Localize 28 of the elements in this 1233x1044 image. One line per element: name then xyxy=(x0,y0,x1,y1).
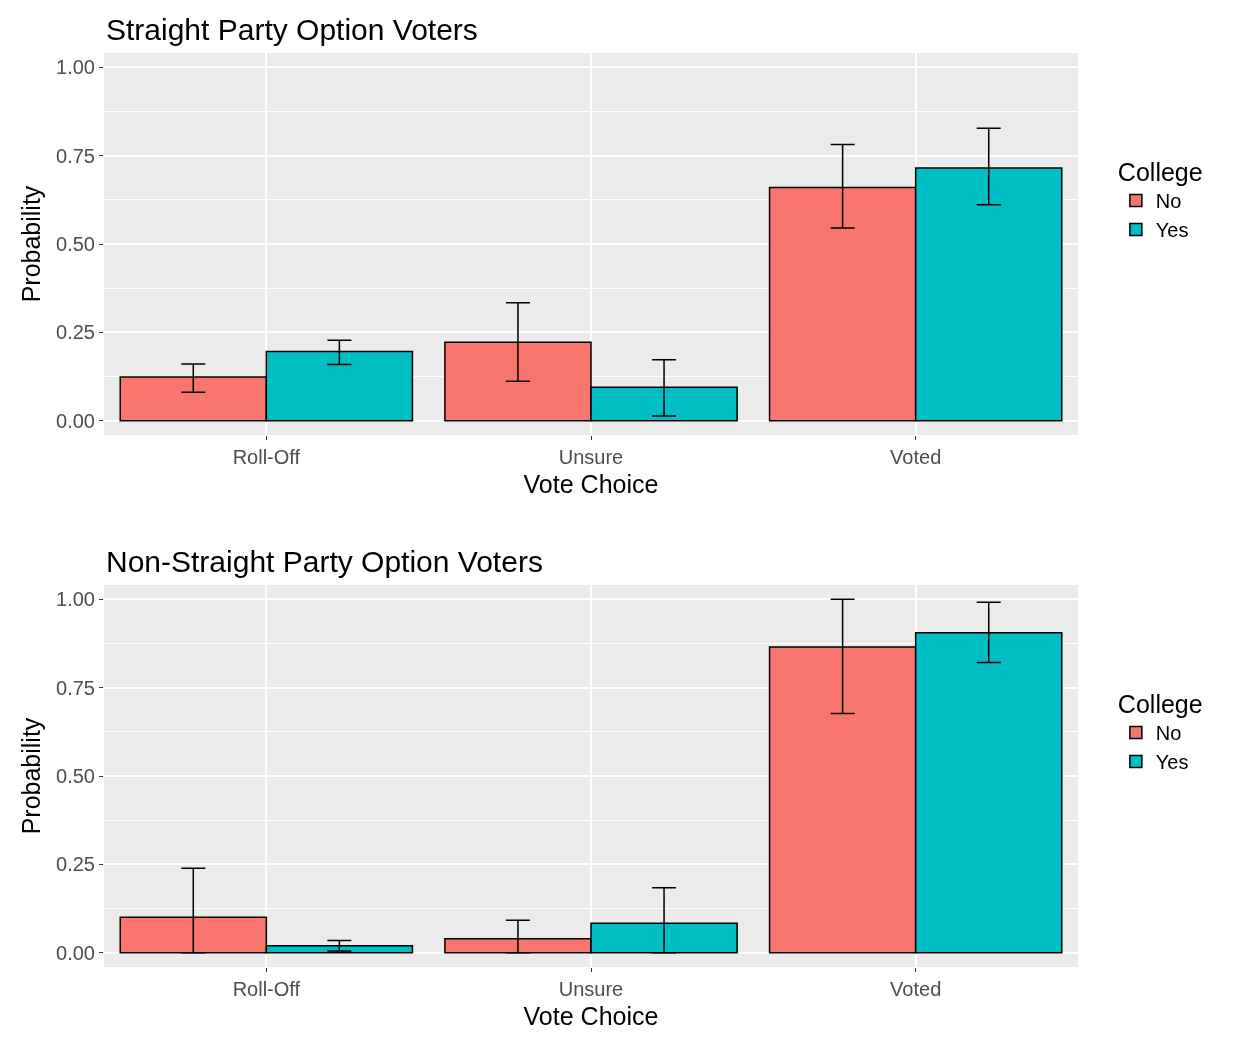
y-tick-label: 1.00 xyxy=(56,56,95,79)
y-tick-label: 0.25 xyxy=(56,321,95,344)
x-tick-label: Voted xyxy=(890,978,942,1000)
x-axis-title: Vote Choice xyxy=(523,470,659,498)
legend-label: Yes xyxy=(1155,219,1189,242)
legend-label: No xyxy=(1155,190,1182,213)
y-tick-label: 1.00 xyxy=(56,588,95,611)
x-axis-title: Vote Choice xyxy=(523,1002,659,1030)
legend-label: No xyxy=(1155,722,1182,745)
chart-title: Non-Straight Party Option Voters xyxy=(106,545,543,578)
y-tick-label: 0.50 xyxy=(56,765,95,787)
y-tick-label: 0.75 xyxy=(56,676,95,699)
legend-label: Yes xyxy=(1155,751,1189,774)
y-axis-title: Probability xyxy=(16,185,45,303)
y-tick-label: 0.75 xyxy=(56,144,95,167)
y-tick-label: 0.00 xyxy=(56,941,95,964)
x-tick-label: Roll-Off xyxy=(232,446,301,468)
legend-title: College xyxy=(1117,158,1203,186)
x-tick-label: Unsure xyxy=(558,446,624,468)
x-tick-label: Unsure xyxy=(558,978,624,1000)
x-tick-label: Voted xyxy=(890,446,942,468)
y-tick-label: 0.00 xyxy=(56,409,95,432)
y-tick-label: 0.50 xyxy=(56,233,95,255)
y-axis-title: Probability xyxy=(16,717,45,835)
x-tick-label: Roll-Off xyxy=(232,978,301,1000)
chart-title: Straight Party Option Voters xyxy=(106,13,478,46)
legend-title: College xyxy=(1117,690,1203,718)
y-tick-label: 0.25 xyxy=(56,853,95,876)
